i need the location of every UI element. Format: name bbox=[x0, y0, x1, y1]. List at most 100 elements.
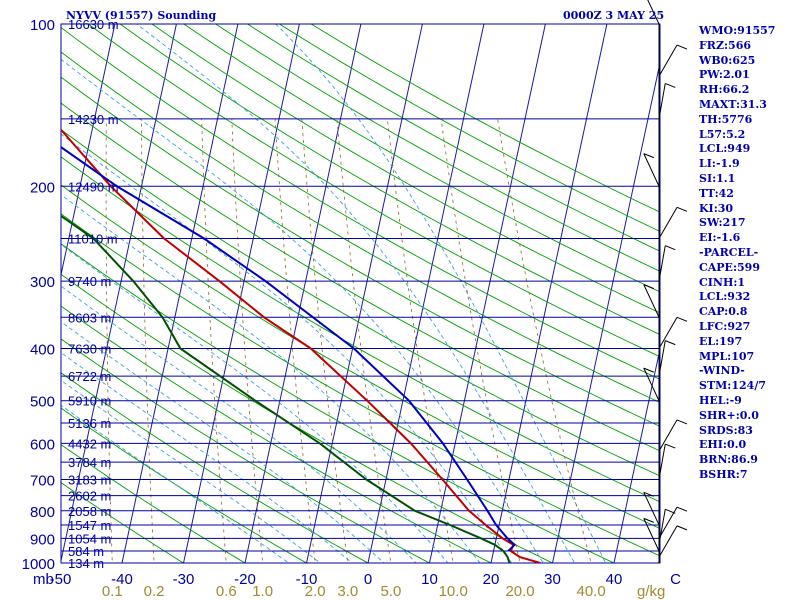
dry-adiabat-line bbox=[61, 102, 660, 452]
dry-adiabat-line bbox=[61, 51, 660, 404]
temperature-tick-label: 10 bbox=[421, 571, 438, 588]
pressure-tick-label: 900 bbox=[30, 531, 55, 548]
index-item: BRN:86.9 bbox=[699, 453, 758, 467]
isotherm-line bbox=[244, 24, 362, 563]
index-item: EI:-1.6 bbox=[699, 231, 741, 245]
sounding-time: 0000Z 3 MAY 25 bbox=[563, 9, 665, 22]
wind-barb bbox=[643, 153, 660, 187]
wind-barb bbox=[658, 245, 666, 282]
station-title: NYVV (91557) Sounding bbox=[66, 9, 217, 22]
dry-adiabat-line bbox=[247, 24, 660, 252]
index-item: SRDS:83 bbox=[699, 423, 753, 437]
dry-adiabat-line bbox=[61, 156, 660, 503]
temperature-tick-label: -10 bbox=[296, 571, 318, 588]
moist-adiabat-line bbox=[61, 321, 385, 563]
wind-barb-column bbox=[643, 0, 688, 558]
pressure-tick-label: 400 bbox=[30, 342, 55, 359]
index-item: CAP:0.8 bbox=[699, 305, 748, 319]
isotherm-line bbox=[367, 24, 485, 563]
height-label: 5910 m bbox=[68, 394, 111, 409]
wind-barb-flag bbox=[676, 44, 688, 50]
mixing-ratio-line bbox=[497, 118, 592, 563]
wind-barb bbox=[658, 509, 666, 545]
dry-adiabat-line bbox=[310, 24, 660, 213]
height-label: 11010 m bbox=[68, 231, 118, 246]
pressure-tick-label: 700 bbox=[30, 473, 55, 490]
height-label: 8603 m bbox=[68, 310, 111, 325]
isotherm-line bbox=[490, 24, 608, 563]
isotherm-line bbox=[613, 346, 660, 563]
pressure-tick-label: 600 bbox=[30, 436, 55, 453]
moist-adiabat-line bbox=[61, 352, 353, 563]
height-label: 2602 m bbox=[68, 489, 111, 504]
mixing-ratio-line bbox=[336, 118, 392, 563]
dry-adiabat-line bbox=[61, 407, 308, 563]
mixing-ratio-label: 0.2 bbox=[144, 583, 165, 600]
height-label: 14230 m bbox=[68, 112, 119, 127]
height-label: 9740 m bbox=[68, 274, 111, 289]
mixing-ratio-label: 20.0 bbox=[505, 583, 534, 600]
pressure-tick-label: 1000 bbox=[22, 556, 55, 573]
wind-barb bbox=[643, 367, 660, 401]
index-item: LFC:927 bbox=[699, 319, 751, 333]
wind-barb bbox=[658, 207, 678, 239]
mixing-ratio-label: 0.6 bbox=[216, 583, 237, 600]
height-label: 7630 m bbox=[68, 342, 111, 357]
wind-barb-flag bbox=[665, 82, 676, 88]
index-item: SW:217 bbox=[699, 216, 746, 230]
temperature-tick-label: C bbox=[670, 571, 681, 588]
index-item: -PARCEL- bbox=[699, 245, 759, 259]
wind-barb bbox=[647, 0, 660, 25]
isotherm-line bbox=[428, 24, 546, 563]
isotherm-line bbox=[61, 24, 116, 278]
isotherm-line bbox=[551, 60, 660, 563]
mixing-ratio-label: 5.0 bbox=[380, 583, 401, 600]
dry-adiabat-line bbox=[61, 243, 616, 563]
wind-barb-flag bbox=[676, 316, 688, 322]
pressure-tick-label: 200 bbox=[30, 179, 55, 196]
wind-barb bbox=[658, 44, 678, 77]
height-label: 1054 m bbox=[68, 531, 111, 546]
index-item: TH:5776 bbox=[699, 112, 753, 126]
wind-barb bbox=[658, 83, 666, 120]
index-item: WMO:91557 bbox=[699, 24, 776, 37]
wind-barb-flag bbox=[665, 245, 676, 251]
pressure-unit-label: mb bbox=[33, 571, 54, 588]
wind-barb bbox=[658, 506, 678, 539]
moist-adiabat-line bbox=[61, 58, 544, 563]
mixing-ratio-line bbox=[105, 118, 113, 563]
mixing-ratio-line bbox=[274, 118, 316, 563]
mixing-ratio-line bbox=[387, 118, 454, 563]
index-item: FRZ:566 bbox=[699, 38, 752, 52]
temperature-tick-label: -50 bbox=[50, 571, 72, 588]
height-label: 134 m bbox=[68, 556, 104, 571]
wind-barb bbox=[643, 284, 660, 318]
temperature-tick-label: -30 bbox=[173, 571, 195, 588]
index-item: L57:5.2 bbox=[699, 127, 746, 141]
index-item: LCL:949 bbox=[699, 142, 751, 156]
index-item: -WIND- bbox=[699, 364, 745, 378]
temperature-tick-label: 0 bbox=[364, 571, 372, 588]
mixing-ratio-label: 0.1 bbox=[102, 583, 123, 600]
mixing-ratio-line bbox=[440, 118, 521, 563]
pressure-tick-label: 100 bbox=[30, 17, 55, 34]
height-label: 5136 m bbox=[68, 416, 111, 431]
index-item: WB0:625 bbox=[699, 53, 756, 67]
mixing-ratio-label: 40.0 bbox=[576, 583, 605, 600]
index-item: BSHR:7 bbox=[699, 467, 748, 481]
index-item: CAPE:599 bbox=[699, 260, 760, 274]
height-label: 3784 m bbox=[68, 455, 111, 470]
dewpoint-profile bbox=[61, 214, 511, 563]
pressure-tick-label: 500 bbox=[30, 394, 55, 411]
wind-barb-flag bbox=[665, 443, 676, 449]
isotherm-lines bbox=[61, 24, 660, 563]
wind-barb-flag bbox=[643, 153, 654, 159]
height-label: 584 m bbox=[68, 544, 104, 559]
height-label: 12490 m bbox=[68, 179, 119, 194]
wind-barb-flag bbox=[643, 367, 654, 373]
stability-indices: WMO:91557 FRZ:566 WB0:625 PW:2.01 RH:66.2 MAX… bbox=[699, 24, 775, 483]
moist-adiabat-line bbox=[61, 379, 321, 563]
isotherm-line bbox=[61, 24, 177, 563]
temperature-tick-label: -40 bbox=[111, 571, 133, 588]
height-label: 3183 m bbox=[68, 473, 111, 488]
